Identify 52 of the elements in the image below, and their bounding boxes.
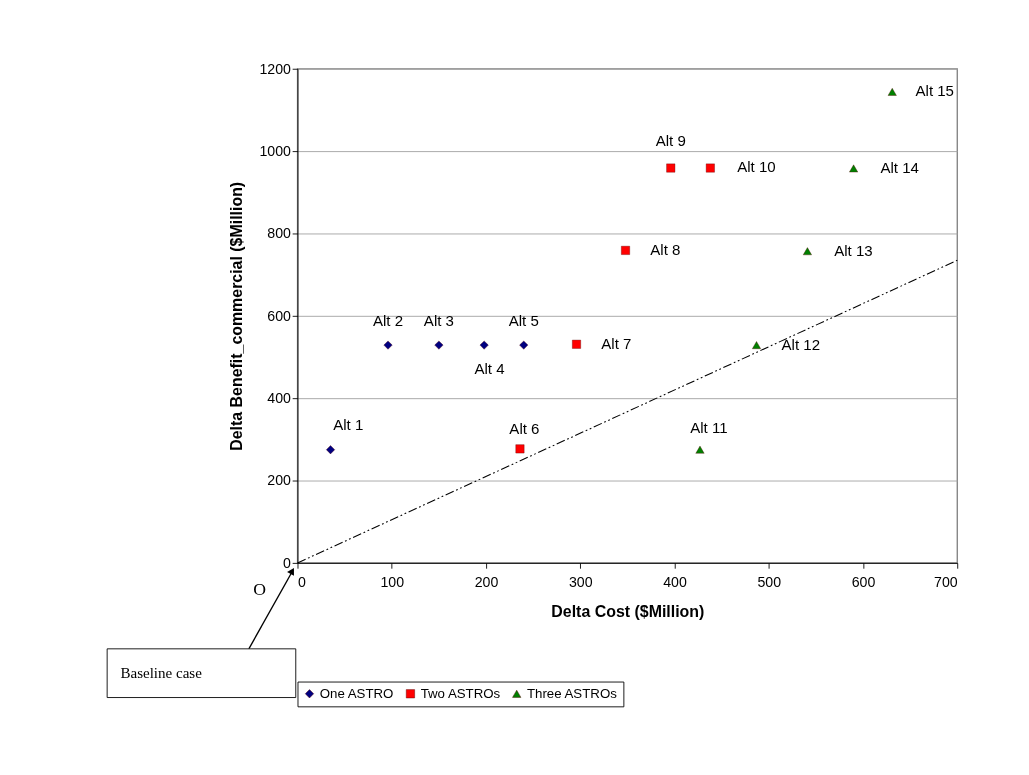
annotation: Alt 9	[655, 131, 686, 149]
x-tick-label: 700	[934, 574, 958, 591]
annotation: Alt 1	[333, 416, 364, 434]
y-tick-label: 800	[267, 225, 292, 242]
point	[849, 164, 858, 173]
annotation: Alt 6	[509, 419, 540, 437]
point	[515, 444, 525, 454]
y-tick-label: 1000	[259, 143, 292, 160]
annotation: Alt 14	[880, 158, 919, 176]
point	[752, 341, 761, 349]
x-tick-label: 0	[297, 574, 306, 591]
point	[434, 340, 444, 350]
point	[621, 246, 630, 255]
x-tick-label: 400	[663, 574, 687, 591]
x-axis-title: Delta Cost ($Million)	[551, 602, 705, 620]
annotation: Alt 15	[915, 82, 954, 100]
annotation: Alt 8	[650, 240, 681, 258]
point	[383, 340, 393, 350]
annotation: Alt 12	[781, 335, 821, 353]
x-tick-label: 200	[474, 574, 499, 591]
legend-label: Three ASTROs	[526, 686, 618, 702]
point	[326, 445, 335, 455]
point	[519, 340, 529, 350]
point	[887, 88, 897, 96]
annotation: Alt 5	[508, 311, 539, 329]
annotation: Alt 4	[474, 360, 505, 378]
legend-label: One ASTRO	[319, 686, 394, 702]
point	[666, 163, 676, 173]
text: Baseline case	[120, 665, 203, 682]
point	[695, 445, 705, 454]
text: O	[253, 578, 267, 599]
y-axis-title: Delta Benefit_commercial ($Million)	[227, 181, 245, 451]
x-tick-label: 500	[757, 574, 782, 591]
y-tick-label: 200	[267, 472, 292, 489]
point	[479, 340, 489, 350]
annotation: Alt 2	[372, 311, 404, 329]
annotation: Alt 13	[834, 241, 873, 259]
y-tick-label: 1200	[259, 60, 292, 77]
x-tick-label: 100	[380, 574, 405, 591]
y-tick-label: 400	[267, 390, 292, 407]
annotation: Alt 11	[690, 418, 728, 436]
legend-label: Two ASTROs	[420, 686, 501, 702]
annotation: Alt 10	[737, 158, 776, 176]
point	[803, 247, 812, 256]
point	[572, 339, 581, 349]
annotation: Alt 7	[601, 334, 632, 352]
y-tick-label: 600	[267, 307, 292, 324]
y-tick-label: 0	[283, 554, 292, 571]
annotation: Alt 3	[423, 311, 454, 329]
x-tick-label: 600	[851, 574, 876, 591]
x-tick-label: 300	[568, 574, 593, 591]
point	[705, 163, 715, 173]
